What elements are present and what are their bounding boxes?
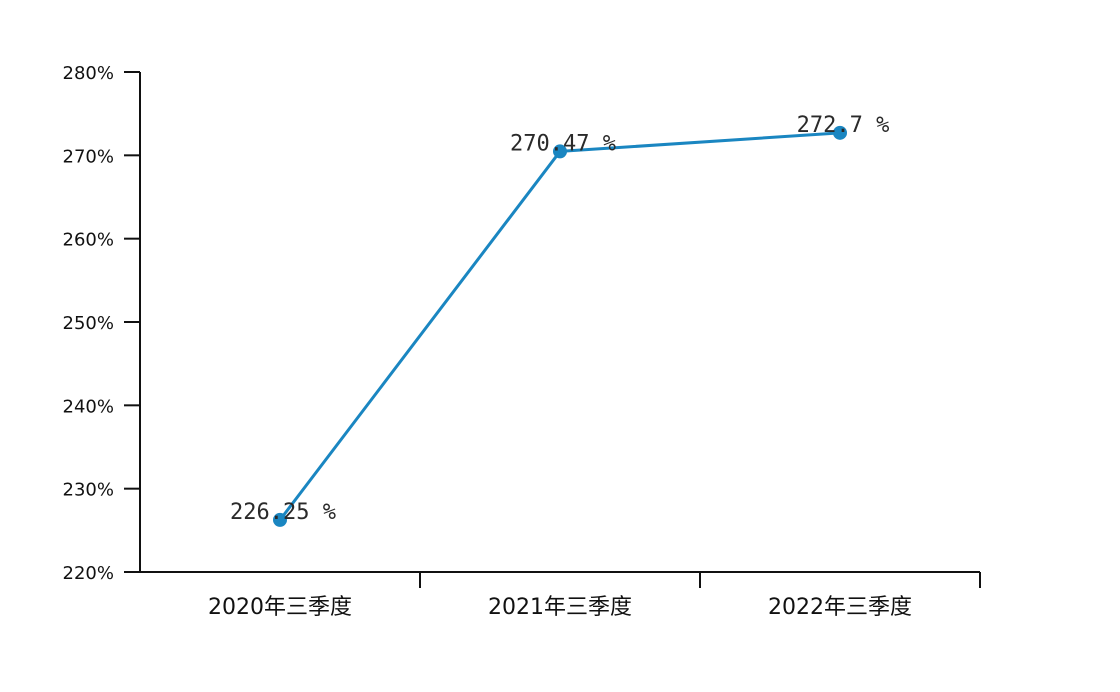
y-tick-label: 260%	[63, 230, 114, 251]
y-tick-label: 270%	[63, 146, 114, 167]
data-label: 272.7 %	[797, 113, 890, 138]
data-label: 270.47 %	[510, 131, 616, 156]
x-tick-label: 2021年三季度	[488, 595, 632, 620]
x-tick-label: 2020年三季度	[208, 595, 352, 620]
data-point	[553, 144, 567, 159]
y-tick-label: 230%	[63, 480, 114, 501]
axes: 220% 230% 240% 250% 260% 270% 280% 2020年三季度 2021…	[63, 63, 981, 620]
x-tick-label: 2022年三季度	[768, 595, 912, 620]
y-tick-label: 250%	[63, 313, 114, 334]
data-point	[833, 125, 847, 140]
data-point	[273, 512, 287, 527]
data-label: 226.25 %	[230, 500, 336, 525]
y-tick-label: 280%	[63, 63, 114, 84]
series-line	[278, 131, 842, 522]
data-labels: 226.25 % 270.47 % 272.7 %	[230, 113, 889, 525]
series	[273, 125, 847, 527]
y-tick-label: 220%	[63, 563, 114, 584]
y-tick-label: 240%	[63, 396, 114, 417]
